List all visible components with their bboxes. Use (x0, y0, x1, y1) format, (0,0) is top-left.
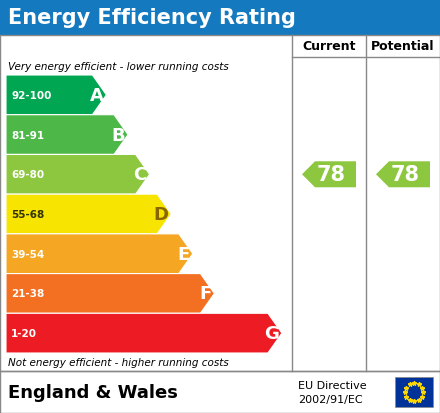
Bar (0, 371, 440, 413)
Text: England & Wales: England & Wales (8, 383, 178, 401)
Text: C: C (133, 166, 147, 184)
Text: E: E (178, 245, 190, 263)
Bar (0, 0, 440, 36)
Text: B: B (111, 126, 125, 144)
Text: 1-20: 1-20 (11, 328, 37, 338)
Text: 78: 78 (391, 165, 420, 185)
Polygon shape (6, 76, 106, 116)
Text: 92-100: 92-100 (11, 90, 51, 101)
Text: D: D (153, 206, 168, 223)
Text: 55-68: 55-68 (11, 209, 44, 219)
Text: 78: 78 (317, 165, 346, 185)
Polygon shape (6, 234, 193, 274)
Text: 2002/91/EC: 2002/91/EC (298, 394, 363, 404)
Polygon shape (6, 313, 282, 353)
Text: Potential: Potential (371, 40, 435, 53)
Polygon shape (6, 195, 171, 234)
Text: Current: Current (302, 40, 356, 53)
Polygon shape (302, 162, 356, 188)
Text: Very energy efficient - lower running costs: Very energy efficient - lower running co… (8, 62, 229, 72)
Text: 69-80: 69-80 (11, 170, 44, 180)
Text: 39-54: 39-54 (11, 249, 44, 259)
Text: F: F (199, 285, 211, 303)
Text: Not energy efficient - higher running costs: Not energy efficient - higher running co… (8, 357, 229, 367)
Text: G: G (264, 324, 279, 342)
Text: 21-38: 21-38 (11, 289, 44, 299)
Text: Energy Efficiency Rating: Energy Efficiency Rating (8, 8, 296, 28)
Text: EU Directive: EU Directive (298, 380, 367, 390)
Bar (395, 377, 433, 407)
Polygon shape (376, 162, 430, 188)
Text: 81-91: 81-91 (11, 130, 44, 140)
Polygon shape (6, 274, 214, 313)
Bar (0, 36, 440, 371)
Polygon shape (6, 116, 128, 155)
Polygon shape (6, 155, 150, 195)
Text: A: A (89, 87, 103, 104)
